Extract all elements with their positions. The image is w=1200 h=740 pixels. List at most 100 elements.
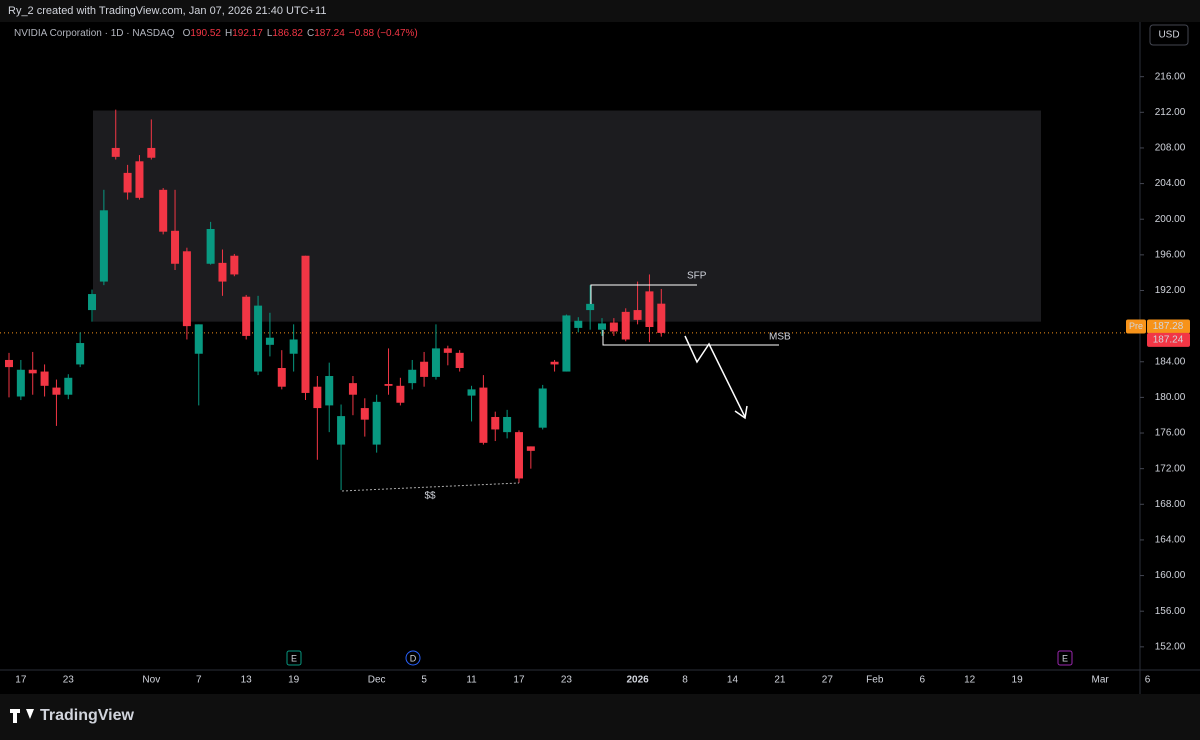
candle-body: [254, 305, 263, 372]
annotation: $$: [424, 491, 436, 502]
currency[interactable]: USD: [1158, 30, 1179, 41]
field-label: H: [225, 28, 232, 39]
candle-body: [621, 311, 630, 340]
x-tick-label: 6: [919, 675, 925, 686]
event-icon: [405, 650, 421, 666]
y-tick-label: 168.00: [1155, 499, 1186, 510]
candle-body: [337, 416, 346, 445]
candle-body: [76, 343, 85, 365]
y-tick-label: 180.00: [1155, 392, 1186, 403]
brand: TradingView: [40, 707, 135, 724]
x-tick-label: 13: [241, 675, 253, 686]
candle-body: [159, 189, 168, 232]
candle-body: [574, 320, 583, 328]
candle-body: [396, 385, 405, 403]
candle-body: [147, 147, 156, 158]
candle-body: [609, 322, 618, 332]
x-tick-label: Dec: [368, 675, 386, 686]
x-tick-label: 21: [774, 675, 786, 686]
y-tick-label: 196.00: [1155, 249, 1186, 260]
x-tick-label: 7: [196, 675, 202, 686]
candle-body: [538, 388, 547, 428]
x-tick-label: 5: [421, 675, 427, 686]
candle-body: [242, 296, 251, 336]
field-label: O: [183, 28, 191, 39]
y-tick-label: 200.00: [1155, 214, 1186, 225]
candle-body: [194, 324, 203, 354]
x-tick-label: 17: [513, 675, 525, 686]
x-tick-label: 17: [15, 675, 27, 686]
x-tick-label: 23: [561, 675, 573, 686]
drawings: [341, 284, 779, 492]
candle-body: [633, 310, 642, 320]
y-tick-label: 152.00: [1155, 641, 1186, 652]
candle-body: [491, 416, 500, 430]
sfp-line: [590, 284, 697, 304]
x-tick-label: 12: [964, 675, 976, 686]
zone: [93, 110, 1041, 322]
candle-body: [52, 387, 61, 395]
candle-body: [182, 251, 191, 327]
candle-body: [28, 369, 37, 374]
candle-body: [503, 416, 512, 433]
event-label: E: [1062, 653, 1068, 663]
candle-body: [123, 172, 132, 193]
candle-body: [99, 210, 108, 282]
field-label: L: [267, 28, 273, 39]
annotation: MSB: [769, 332, 791, 343]
candle-body: [348, 383, 357, 395]
msb-line: [602, 330, 779, 346]
candle-body: [467, 389, 476, 396]
field-value: 192.17: [232, 28, 263, 39]
candle-body: [206, 229, 215, 264]
field-value: 190.52: [190, 28, 221, 39]
field-label: C: [307, 28, 314, 39]
candle-body: [40, 371, 49, 386]
candle-body: [16, 369, 25, 397]
candle-body: [277, 367, 286, 387]
candle-body: [325, 376, 334, 406]
x-tick-label: Feb: [866, 675, 884, 686]
arrow-head: [734, 405, 748, 420]
x-tick-label: 19: [1012, 675, 1024, 686]
candle-body: [562, 315, 571, 372]
candle-body: [372, 401, 381, 445]
logo-icon: [10, 709, 34, 723]
event-label: D: [410, 653, 417, 663]
candle-body: [313, 386, 322, 409]
x-tick-label: 19: [288, 675, 300, 686]
field-value: 186.82: [272, 28, 303, 39]
price-tag-value: 187.28: [1153, 321, 1184, 332]
change: −0.88 (−0.47%): [349, 28, 418, 39]
candle-body: [301, 255, 310, 393]
candle-body: [135, 161, 144, 198]
projection-arrow: [684, 335, 746, 418]
x-tick-label: 23: [63, 675, 75, 686]
candle-body: [598, 323, 606, 330]
candle-body: [443, 348, 452, 353]
candle-body: [526, 446, 535, 451]
currency-button[interactable]: [1149, 24, 1189, 46]
y-tick-label: 164.00: [1155, 535, 1186, 546]
x-tick-label: Nov: [142, 675, 160, 686]
candle-body: [408, 369, 417, 384]
candle-body: [64, 377, 73, 395]
candle-body: [514, 432, 523, 479]
price-tag-value: 187.24: [1153, 335, 1184, 346]
candle-body: [645, 291, 654, 328]
price-tag-label-box: [1126, 319, 1146, 334]
candle-body: [384, 384, 393, 386]
x-tick-label: 8: [682, 675, 688, 686]
price-tag: [1147, 319, 1190, 334]
y-tick-label: 212.00: [1155, 107, 1186, 118]
x-tick-label: 11: [466, 675, 477, 686]
candle-body: [88, 294, 97, 311]
candle-body: [586, 303, 595, 311]
field-value: 187.24: [314, 28, 345, 39]
candle-body: [455, 352, 464, 368]
candle-body: [550, 361, 559, 365]
y-tick-label: 172.00: [1155, 463, 1186, 474]
event-icon: [1057, 650, 1073, 666]
candle-body: [431, 348, 440, 377]
